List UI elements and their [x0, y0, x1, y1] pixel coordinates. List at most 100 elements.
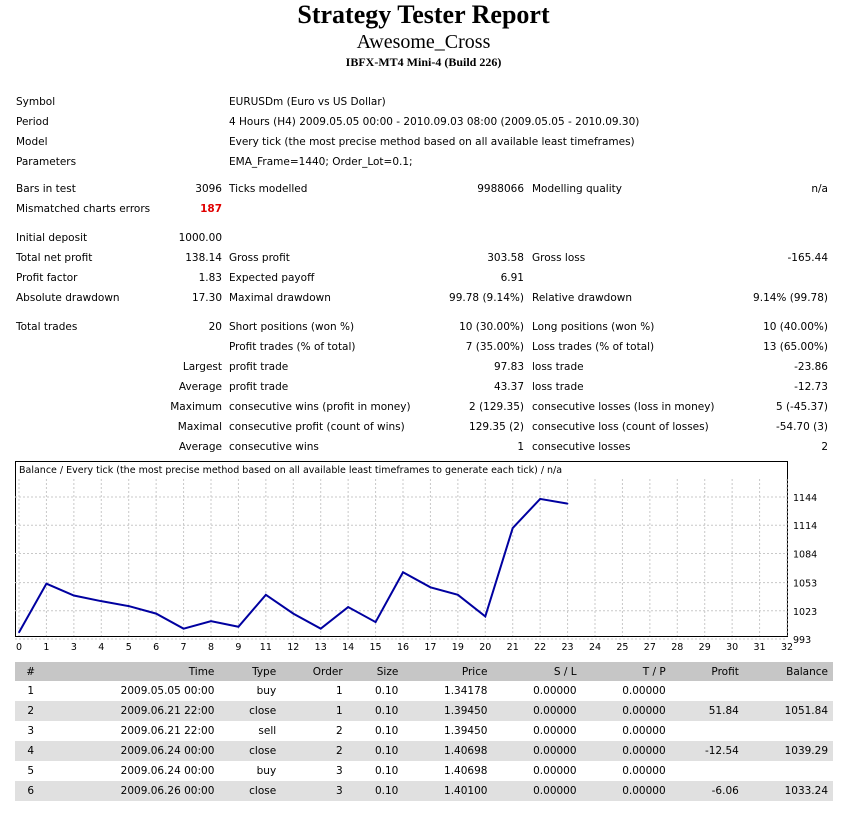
x-tick-label: 4 — [98, 642, 104, 653]
column-header: Time — [46, 662, 220, 681]
x-tick-label: 15 — [370, 642, 382, 653]
table-cell: close — [219, 741, 282, 761]
balance-point — [45, 582, 48, 585]
profit-trades-label: Profit trades (% of total) — [229, 341, 356, 353]
table-cell: buy — [256, 765, 277, 777]
balance-point — [429, 586, 432, 589]
x-tick-label: 7 — [181, 642, 187, 653]
table-cell: 1.34178 — [444, 685, 488, 697]
balance-point — [127, 605, 130, 607]
column-header: Type — [219, 662, 282, 681]
bars-label: Bars in test — [16, 183, 76, 195]
model-value: Every tick (the most precise method base… — [229, 136, 635, 148]
column-header: Profit — [670, 662, 744, 681]
table-row: 4 2009.06.24 00:00 close 2 0.10 1.40698 0.0000… — [15, 741, 833, 761]
x-tick-label: 19 — [452, 642, 464, 653]
table-cell: -12.54 — [670, 741, 744, 761]
balance-points — [18, 498, 569, 634]
x-tick-label: 25 — [616, 642, 628, 653]
max-consec-wins-label: consecutive wins (profit in money) — [229, 401, 411, 413]
table-cell: 1 — [335, 685, 343, 697]
chart-x-ticks: 0 1 3 4 5 6 7 8 9 11 12 13 14 15 16 17 19 20 21 22 23 24 25 27 2… — [16, 642, 793, 653]
average-label: Average — [178, 381, 222, 393]
average2-label: Average — [178, 441, 222, 453]
max-consec-wins-value: 2 (129.35) — [469, 401, 524, 413]
profit-trades-value: 7 (35.00%) — [465, 341, 524, 353]
table-cell: 0.00000 — [492, 781, 582, 801]
x-tick-label: 28 — [671, 642, 683, 653]
symbol-value: EURUSDm (Euro vs US Dollar) — [229, 96, 386, 108]
grossloss-value: -165.44 — [787, 252, 828, 264]
table-cell: 0.00000 — [533, 765, 577, 777]
table-cell — [671, 681, 744, 701]
balance-point — [539, 498, 541, 500]
column-header: Balance — [743, 662, 833, 681]
table-row: 6 2009.06.26 00:00 close 3 0.10 1.40100 0.0000… — [15, 781, 833, 801]
mismatch-label: Mismatched charts errors — [16, 203, 151, 215]
x-tick-label: 23 — [562, 642, 574, 653]
report-title: Strategy Tester Report — [297, 0, 550, 29]
table-cell: 3 — [27, 725, 35, 737]
table-cell — [671, 721, 744, 741]
balance-point — [347, 606, 349, 608]
long-value: 10 (40.00%) — [763, 321, 828, 333]
x-tick-label: 16 — [397, 642, 409, 653]
x-tick-label: 3 — [71, 642, 77, 653]
y-tick-label: 993 — [793, 635, 811, 646]
table-cell: 51.84 — [670, 701, 744, 721]
average-profit-label: profit trade — [229, 381, 289, 393]
x-tick-label: 27 — [644, 642, 656, 653]
chart-plot-area — [15, 461, 788, 637]
table-cell: 0.00000 — [533, 725, 577, 737]
x-tick-label: 9 — [235, 642, 241, 653]
absdd-value: 17.30 — [191, 292, 222, 304]
table-cell: 1.40698 — [444, 765, 488, 777]
table-cell: 1039.29 — [743, 741, 833, 761]
mismatch-value: 187 — [200, 203, 222, 215]
table-cell: 0.10 — [347, 701, 404, 721]
quality-value: n/a — [811, 183, 828, 195]
balance-point — [18, 631, 20, 634]
pf-value: 1.83 — [198, 272, 222, 284]
x-tick-label: 30 — [726, 642, 738, 653]
table-cell: 4 — [15, 741, 47, 761]
balance-point — [210, 620, 212, 622]
column-header: Price — [403, 662, 493, 681]
balance-point — [566, 502, 569, 505]
column-header: # — [15, 662, 47, 681]
maximal-consec-profit-value: 129.35 (2) — [469, 421, 524, 433]
table-cell: 0.10 — [374, 765, 399, 777]
table-cell: 0.00000 — [533, 685, 577, 697]
maxdd-label: Maximal drawdown — [229, 292, 331, 304]
table-cell: 1051.84 — [743, 701, 833, 721]
table-cell — [671, 761, 744, 781]
x-tick-label: 13 — [315, 642, 327, 653]
table-cell: 1.40100 — [403, 781, 493, 801]
table-cell: 2009.06.21 22:00 — [120, 725, 215, 737]
balance-point — [265, 594, 267, 596]
parameters-label: Parameters — [16, 156, 77, 168]
table-cell: 2 — [15, 701, 47, 721]
bars-value: 3096 — [195, 183, 222, 195]
ticks-label: Ticks modelled — [229, 183, 308, 195]
table-cell: 0.00000 — [622, 685, 666, 697]
long-label: Long positions (won %) — [532, 321, 655, 333]
balance-point — [511, 527, 514, 529]
x-tick-label: 21 — [507, 642, 519, 653]
netprofit-label: Total net profit — [16, 252, 93, 264]
table-cell: 2009.06.24 00:00 — [120, 765, 215, 777]
x-tick-label: 8 — [208, 642, 214, 653]
max-consec-losses-label: consecutive losses (loss in money) — [532, 401, 715, 413]
server-build: IBFX-MT4 Mini-4 (Build 226) — [345, 55, 502, 69]
x-tick-label: 1 — [43, 642, 49, 653]
table-cell: 3 — [335, 765, 343, 777]
table-cell: 0.00000 — [581, 781, 671, 801]
loss-trades-value: 13 (65.00%) — [763, 341, 828, 353]
largest-label: Largest — [182, 361, 222, 373]
table-cell: 1033.24 — [743, 781, 833, 801]
table-cell: close — [219, 701, 282, 721]
table-cell: 1.39450 — [444, 725, 488, 737]
table-cell: 1.39450 — [403, 701, 493, 721]
